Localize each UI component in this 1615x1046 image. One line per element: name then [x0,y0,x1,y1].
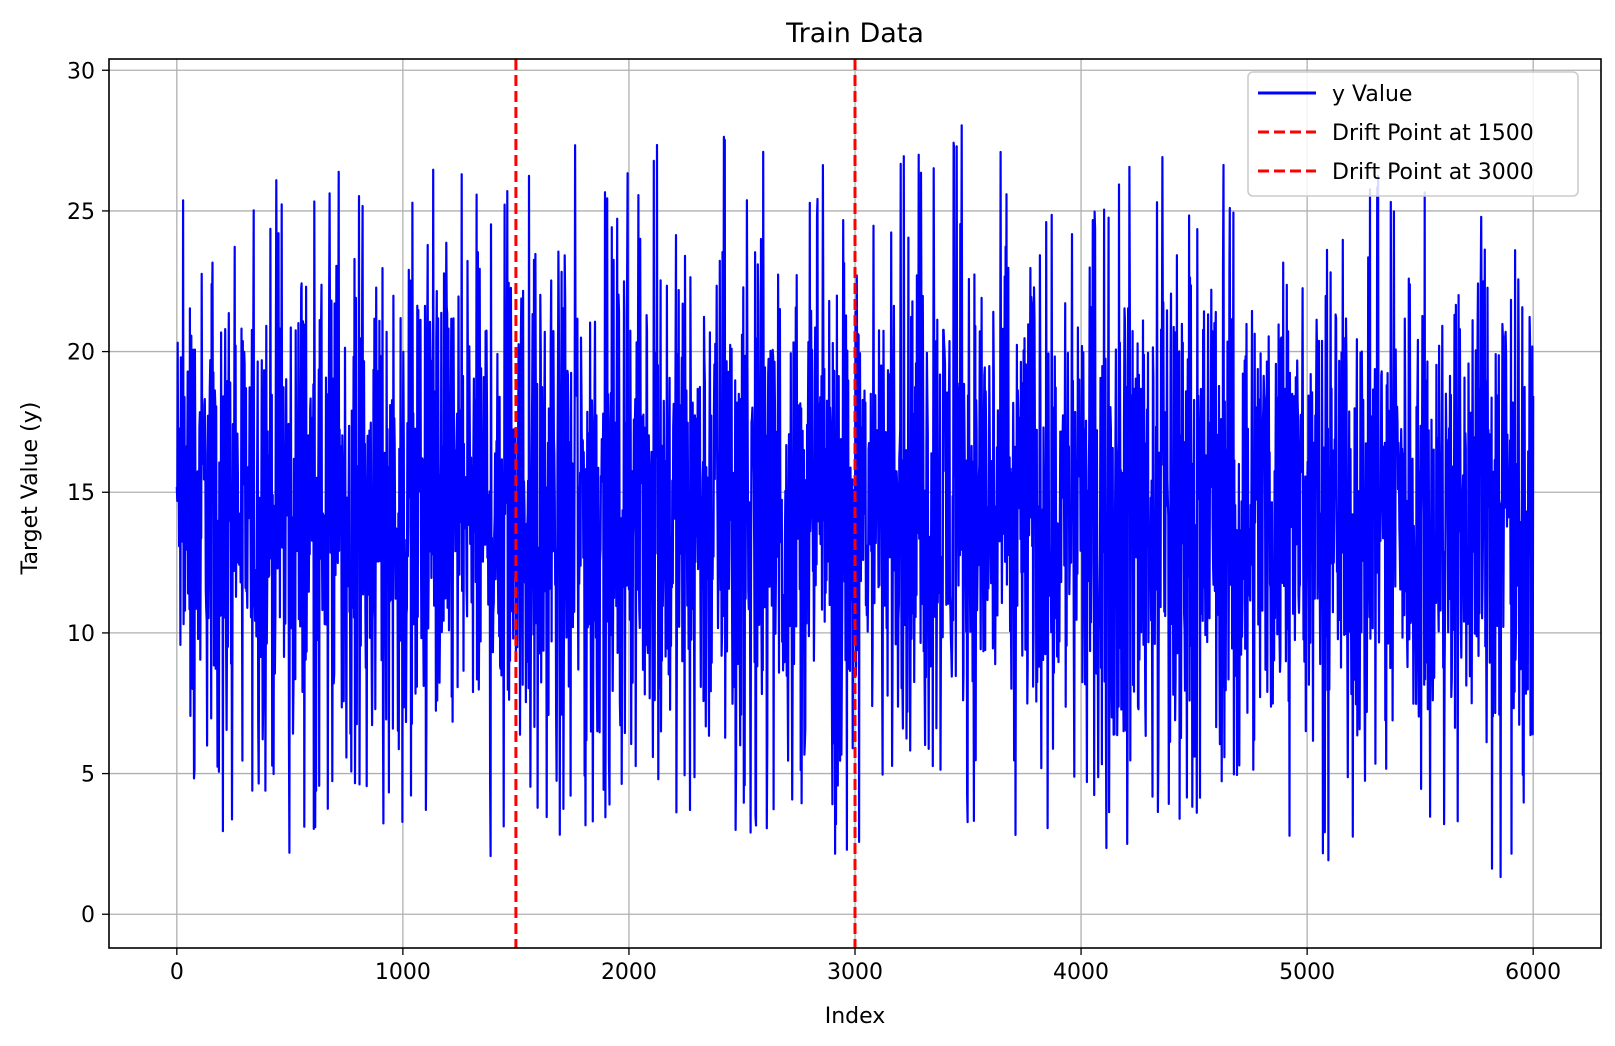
x-tick-label: 2000 [601,960,657,985]
y-tick-label: 15 [67,481,95,506]
y-tick-label: 5 [81,763,95,788]
y-tick-label: 25 [67,200,95,225]
legend-label-drift-3000: Drift Point at 3000 [1332,160,1534,185]
legend: y Value Drift Point at 1500 Drift Point … [1247,71,1579,197]
y-tick-label: 10 [67,622,95,647]
legend-label-y-value: y Value [1332,82,1412,107]
y-axis-label: Target Value (y) [18,402,43,576]
legend-box [1247,71,1579,197]
x-tick-label: 0 [170,960,184,985]
legend-label-drift-1500: Drift Point at 1500 [1332,121,1534,146]
x-tick-label: 4000 [1053,960,1109,985]
x-tick-label: 6000 [1505,960,1561,985]
x-tick-label: 3000 [827,960,883,985]
x-tick-label: 1000 [375,960,431,985]
chart-title: Train Data [785,18,924,49]
axis-ticks: 0 1000 2000 3000 4000 5000 6000 0 5 10 15 20 25 30 [67,59,1561,985]
y-tick-label: 30 [67,59,95,84]
y-tick-label: 0 [81,903,95,928]
x-axis-label: Index [825,1004,886,1029]
y-tick-label: 20 [67,341,95,366]
drift-lines [514,59,857,948]
x-tick-label: 5000 [1279,960,1335,985]
